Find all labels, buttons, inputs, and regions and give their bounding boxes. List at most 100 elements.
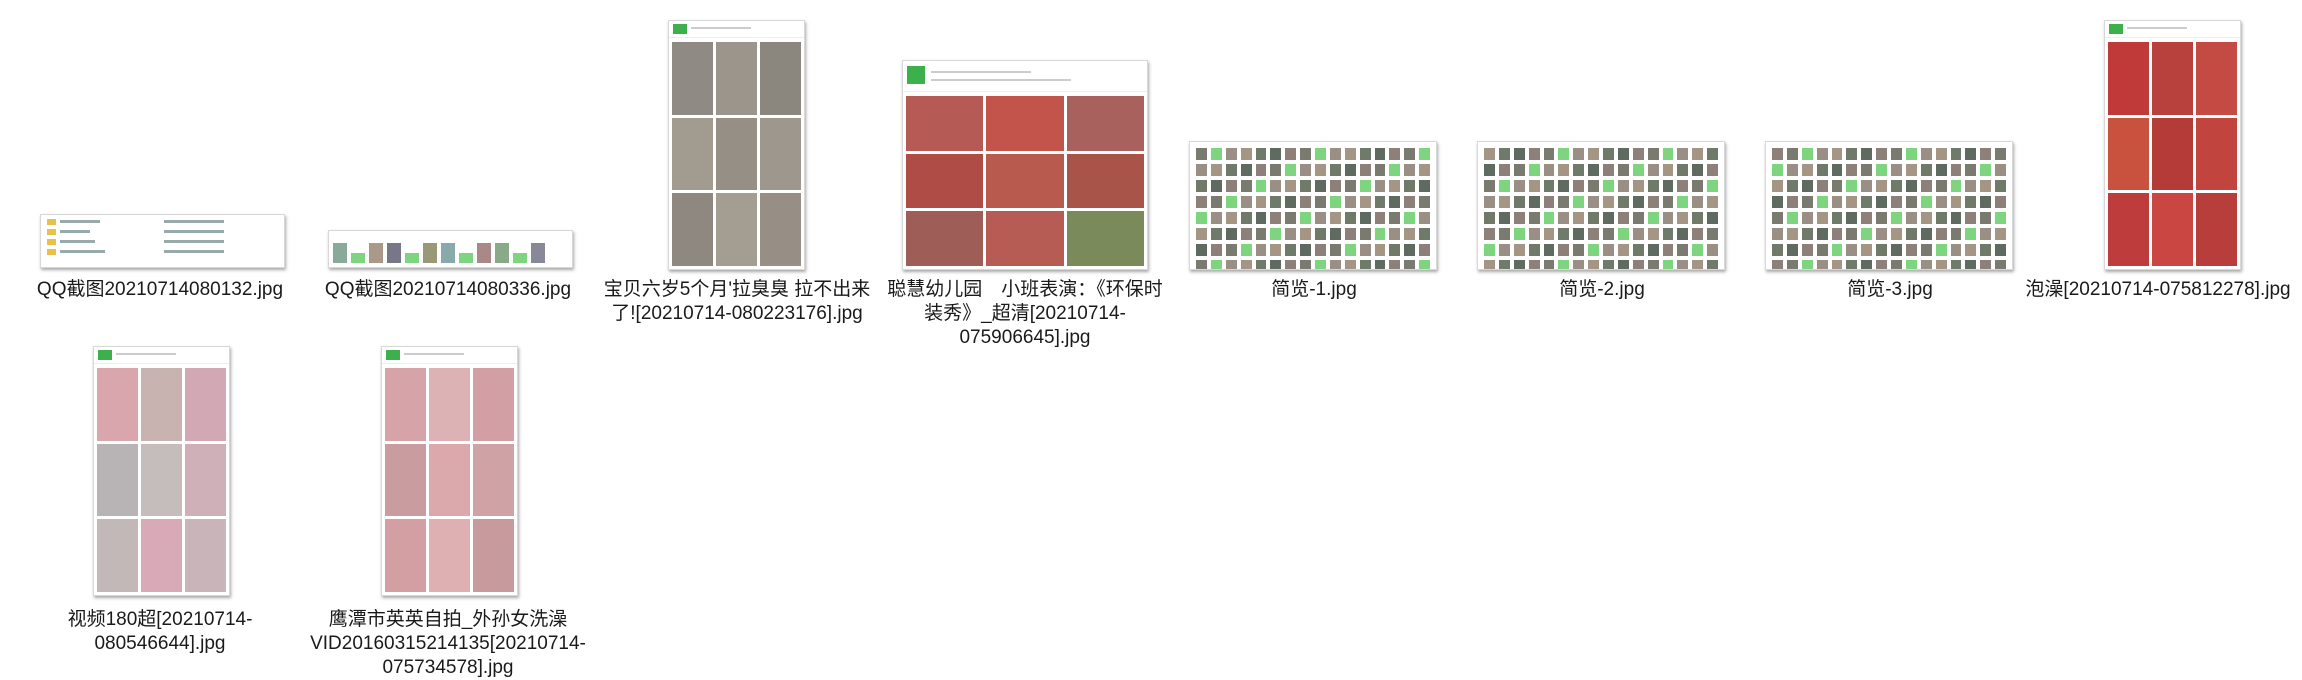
sheet-cell: [1772, 148, 1783, 160]
sheet-cell: [1920, 180, 1932, 192]
sheet-cell: [1513, 164, 1525, 176]
sheet-cell: [1543, 180, 1555, 192]
sheet-cell: [1255, 180, 1267, 192]
sheet-cell: [1662, 244, 1674, 256]
sheet-cell: [1861, 228, 1873, 240]
sheet-cell: [1995, 196, 2006, 208]
sheet-cell: [1573, 196, 1585, 208]
sheet-cell: [1801, 164, 1813, 176]
sheet-cell: [1861, 260, 1873, 269]
sheet-cell: [1543, 260, 1555, 269]
sheet-cell: [1225, 228, 1237, 240]
sheet-cell: [1498, 228, 1510, 240]
sheet-cell: [1965, 180, 1977, 192]
sheet-cell: [1498, 164, 1510, 176]
sheet-cell: [1876, 180, 1887, 192]
sheet-cell: [1240, 228, 1252, 240]
sheet-cell: [1359, 228, 1371, 240]
sheet-cell: [1359, 164, 1371, 176]
sheet-cell: [1300, 244, 1311, 256]
sheet-cell: [1861, 180, 1873, 192]
sheet-cell: [1647, 260, 1659, 269]
sheet-cell: [1662, 148, 1674, 160]
sheet-cell: [1905, 212, 1917, 224]
sheet-cell: [1905, 148, 1917, 160]
sheet-cell: [1861, 148, 1873, 160]
sheet-cell: [1484, 164, 1495, 176]
sheet-cell: [1950, 228, 1962, 240]
sheet-cell: [1707, 244, 1718, 256]
sheet-cell: [1498, 244, 1510, 256]
sheet-cell: [1801, 260, 1813, 269]
sheet-cell: [1876, 212, 1887, 224]
sheet-cell: [1861, 244, 1873, 256]
sheet-cell: [1210, 196, 1222, 208]
sheet-cell: [1573, 180, 1585, 192]
sheet-cell: [1270, 260, 1282, 269]
sheet-cell: [1210, 244, 1222, 256]
sheet-cell: [1404, 148, 1416, 160]
sheet-cell: [1315, 148, 1326, 160]
sheet-cell: [1573, 244, 1585, 256]
sheet-cell: [1846, 244, 1858, 256]
sheet-cell: [1498, 196, 1510, 208]
sheet-cell: [1374, 180, 1386, 192]
sheet-cell: [1374, 148, 1386, 160]
sheet-cell: [1980, 228, 1992, 240]
sheet-cell: [1603, 148, 1614, 160]
photo-grid-thumbnail-icon: [2104, 20, 2241, 270]
sheet-cell: [1980, 196, 1992, 208]
sheet-cell: [1588, 180, 1599, 192]
sheet-cell: [1632, 164, 1644, 176]
sheet-cell: [1270, 196, 1282, 208]
sheet-cell: [1801, 180, 1813, 192]
sheet-cell: [1558, 196, 1570, 208]
sheet-cell: [1950, 244, 1962, 256]
sheet-cell: [1772, 164, 1783, 176]
sheet-cell: [1300, 228, 1311, 240]
sheet-cell: [1196, 244, 1207, 256]
sheet-cell: [1419, 212, 1430, 224]
sheet-cell: [1225, 244, 1237, 256]
sheet-cell: [1876, 196, 1887, 208]
photo-grid-thumbnail-icon: [381, 346, 518, 596]
sheet-cell: [1573, 164, 1585, 176]
sheet-cell: [1995, 164, 2006, 176]
sheet-cell: [1329, 212, 1341, 224]
sheet-cell: [1240, 260, 1252, 269]
sheet-cell: [1558, 180, 1570, 192]
sheet-cell: [1995, 180, 2006, 192]
sheet-cell: [1498, 180, 1510, 192]
sheet-cell: [1965, 260, 1977, 269]
sheet-cell: [1816, 148, 1828, 160]
sheet-cell: [1573, 260, 1585, 269]
sheet-cell: [1677, 148, 1689, 160]
sheet-cell: [1484, 260, 1495, 269]
sheet-cell: [1359, 244, 1371, 256]
sheet-cell: [1588, 196, 1599, 208]
sheet-cell: [1950, 180, 1962, 192]
sheet-cell: [1543, 228, 1555, 240]
sheet-cell: [1692, 228, 1704, 240]
sheet-cell: [1647, 228, 1659, 240]
sheet-cell: [1210, 260, 1222, 269]
sheet-cell: [1543, 164, 1555, 176]
sheet-cell: [1617, 196, 1629, 208]
sheet-cell: [1255, 260, 1267, 269]
sheet-cell: [1786, 196, 1798, 208]
photo-grid-thumbnail-icon: [93, 346, 230, 596]
sheet-cell: [1772, 212, 1783, 224]
photo-grid-thumbnail-icon: [668, 20, 805, 270]
sheet-cell: [1285, 148, 1297, 160]
sheet-cell: [1404, 260, 1416, 269]
sheet-cell: [1861, 196, 1873, 208]
sheet-cell: [1950, 164, 1962, 176]
file-name: 简览-3.jpg: [1847, 279, 1933, 300]
sheet-cell: [1528, 212, 1540, 224]
sheet-cell: [1240, 164, 1252, 176]
contact-sheet-thumbnail-icon: [1189, 141, 1437, 270]
sheet-cell: [1359, 260, 1371, 269]
sheet-cell: [1225, 260, 1237, 269]
sheet-cell: [1980, 212, 1992, 224]
sheet-cell: [1816, 212, 1828, 224]
